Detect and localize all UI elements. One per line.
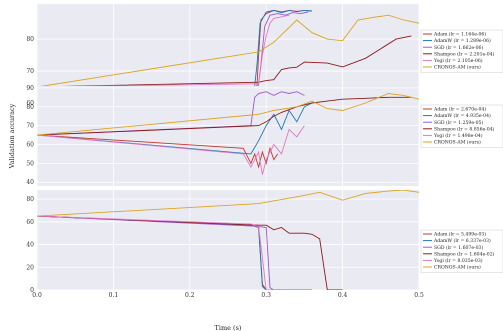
- y-tick-label: 40: [26, 179, 34, 186]
- y-tick-label: 60: [26, 100, 34, 107]
- legend-label: SGD (lr = 1.259e-05): [434, 119, 483, 126]
- legend-label: SGD (lr = 1.662e-06): [434, 44, 483, 51]
- y-tick-label: 60: [26, 141, 34, 148]
- y-tick-label: 70: [26, 68, 34, 75]
- x-tick-label: 0.4: [338, 292, 348, 299]
- plot-background: [37, 190, 419, 290]
- y-tick-label: 20: [26, 264, 34, 271]
- series-line-adamw: [37, 102, 313, 155]
- legend-label: Yogi (lr = 2.105e-06): [433, 57, 483, 64]
- y-tick-label: 80: [26, 196, 34, 203]
- legend-label: Adam (lr = 1.164e-06): [433, 31, 486, 38]
- y-tick-label: 0: [30, 287, 34, 294]
- y-axis-label: Validation accuracy: [8, 103, 16, 169]
- x-tick-label: 0.0: [32, 292, 42, 299]
- x-tick-label: 0.3: [261, 292, 271, 299]
- legend-label: Yogi (lr = 1.498e-04): [433, 132, 483, 139]
- legend-label: Adam (lr = 2.670e-04): [433, 106, 486, 113]
- legend-label: CRONOS-AM (ours): [434, 139, 481, 146]
- legend-label: Adam (lr = 5.499e-03): [433, 231, 486, 238]
- series-line-sgd: [37, 215, 312, 290]
- y-tick-label: 80: [26, 36, 34, 43]
- legend-label: AdamW (lr = 1.289e-06): [433, 37, 491, 44]
- series-line-sgd: [37, 91, 305, 136]
- panel-3: 0.0 0.1 0.2 0.3 0.4 0.5 0 20 40 60 80 Adam (lr = 5.…: [26, 190, 503, 331]
- legend-label: AdamW (lr = 4.935e-04): [433, 112, 491, 119]
- legend-label: AdamW (lr = 6.337e-03): [433, 237, 491, 244]
- legend-box: [420, 29, 503, 73]
- series-line-yogi: [37, 215, 274, 290]
- legend-box: [420, 104, 503, 148]
- y-tick-label: 60: [26, 219, 34, 226]
- series-line-adam: [37, 134, 279, 169]
- legend-label: CRONOS-AM (ours): [434, 264, 481, 271]
- series-line-shampoo: [37, 35, 412, 88]
- series-line-shampoo: [37, 215, 343, 290]
- series-line-cronos-am: [37, 14, 419, 88]
- y-tick-label: 70: [26, 123, 34, 130]
- legend-label: Shampoo (lr = 1.604e-02): [434, 250, 495, 257]
- legend-label: Shampoo (lr = 2.201e-04): [434, 50, 495, 57]
- y-tick-label: 80: [26, 104, 34, 111]
- legend-label: Yogi (lr = 8.035e-03): [433, 257, 483, 264]
- series-line-cronos-am: [37, 93, 419, 136]
- y-tick-label: 40: [26, 242, 34, 249]
- series-line-yogi: [37, 125, 305, 175]
- x-tick-label: 0.2: [185, 292, 195, 299]
- plot-background: [37, 86, 419, 186]
- legend-box: [420, 229, 503, 273]
- series-line-adamw: [37, 9, 313, 100]
- x-axis-label: Time (s): [215, 324, 242, 331]
- y-tick-label: 50: [26, 160, 34, 167]
- series-line-yogi: [37, 14, 290, 88]
- legend-label: Shampoo (lr = 8.856e-04): [434, 125, 495, 132]
- panel-2: 40 50 60 70 80 90 Adam (lr = 2.670e-04)AdamW (…: [8, 85, 503, 186]
- x-tick-label: 0.5: [414, 292, 424, 299]
- legend-label: CRONOS-AM (ours): [434, 64, 481, 71]
- x-tick-label: 0.1: [109, 292, 119, 299]
- legend-label: SGD (lr = 1.607e-03): [434, 244, 483, 251]
- series-line-shampoo: [37, 96, 412, 136]
- y-tick-label: 90: [26, 85, 34, 92]
- series-line-cronos-am: [37, 190, 419, 217]
